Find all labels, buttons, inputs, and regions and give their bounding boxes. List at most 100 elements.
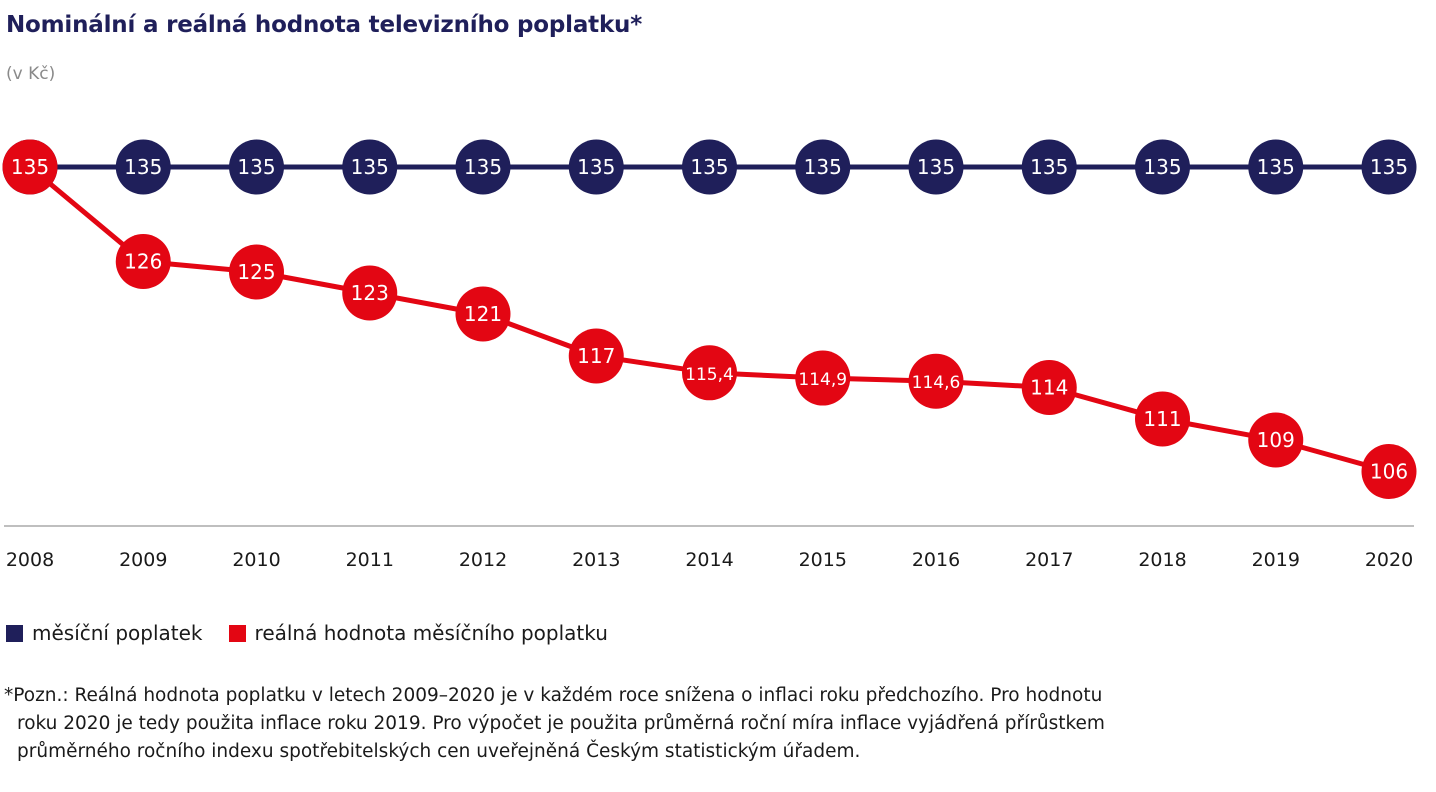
data-label: 135 bbox=[464, 155, 502, 179]
data-label: 114,9 bbox=[798, 370, 847, 390]
data-point-marker bbox=[795, 139, 851, 195]
legend-swatch-real bbox=[228, 624, 246, 642]
data-label: 135 bbox=[1370, 155, 1408, 179]
data-point-nominal-2014: 135 bbox=[682, 139, 737, 195]
legend-item-real: reálná hodnota měsíčního poplatku bbox=[228, 621, 608, 645]
x-tick-label-2018: 2018 bbox=[1138, 549, 1186, 571]
footnote: *Pozn.: Reálná hodnota poplatku v letech… bbox=[4, 682, 1428, 766]
data-point-marker bbox=[342, 265, 398, 321]
data-point-marker bbox=[455, 139, 511, 195]
data-point-nominal-2019: 135 bbox=[1248, 139, 1304, 195]
data-point-marker bbox=[455, 286, 511, 342]
data-point-marker bbox=[229, 139, 284, 195]
x-tick-label-2015: 2015 bbox=[799, 549, 847, 571]
data-point-nominal-2020: 135 bbox=[1361, 139, 1417, 195]
data-point-marker bbox=[908, 139, 964, 195]
data-point-nominal-2016: 135 bbox=[908, 139, 964, 195]
x-tick-label-2013: 2013 bbox=[572, 549, 620, 571]
footnote-line-1: *Pozn.: Reálná hodnota poplatku v letech… bbox=[4, 685, 1103, 706]
data-point-marker bbox=[1248, 139, 1304, 195]
data-label: 115,4 bbox=[685, 365, 734, 385]
line-chart: 135 135 135 135 135 135 135 135 135 135 135 135 135 1… bbox=[2, 139, 1417, 571]
legend-item-nominal: měsíční poplatek bbox=[6, 621, 203, 645]
data-point-nominal-2015: 135 bbox=[795, 139, 851, 195]
data-label: 135 bbox=[351, 155, 389, 179]
data-point-nominal-2012: 135 bbox=[455, 139, 511, 195]
x-tick-labels: 2008 2009 2010 2011 2012 2013 2014 2015 2016 2017… bbox=[6, 549, 1413, 571]
data-point-real-2010: 125 bbox=[229, 244, 284, 300]
data-point-real-2012: 121 bbox=[455, 286, 511, 342]
data-point-nominal-2011: 135 bbox=[342, 139, 398, 195]
data-point-real-2008: 135 bbox=[2, 139, 58, 195]
data-point-real-2011: 123 bbox=[342, 265, 398, 321]
data-label: 135 bbox=[1257, 155, 1295, 179]
footnote-line-3: průměrného ročního indexu spotřebitelský… bbox=[17, 741, 861, 762]
data-point-nominal-2013: 135 bbox=[568, 139, 624, 195]
data-point-nominal-2018: 135 bbox=[1135, 139, 1190, 195]
x-tick-label-2009: 2009 bbox=[119, 549, 167, 571]
legend-label-real: reálná hodnota měsíčního poplatku bbox=[254, 621, 608, 645]
x-tick-label-2020: 2020 bbox=[1365, 549, 1413, 571]
data-point-real-2013: 117 bbox=[568, 328, 624, 384]
data-point-nominal-2009: 135 bbox=[115, 139, 171, 195]
data-point-marker bbox=[115, 234, 171, 289]
legend-swatch-nominal bbox=[6, 624, 23, 642]
data-label: 135 bbox=[917, 155, 955, 179]
data-point-marker bbox=[1361, 139, 1417, 195]
data-label: 135 bbox=[124, 155, 162, 179]
data-point-marker bbox=[1248, 412, 1304, 468]
data-label: 106 bbox=[1370, 460, 1408, 484]
x-tick-label-2017: 2017 bbox=[1025, 549, 1073, 571]
data-point-marker bbox=[229, 244, 284, 300]
data-label: 117 bbox=[577, 344, 615, 368]
data-label: 114,6 bbox=[912, 373, 961, 393]
data-label: 123 bbox=[351, 281, 389, 305]
data-point-real-2014: 115,4 bbox=[682, 345, 737, 401]
data-point-marker bbox=[1135, 391, 1190, 447]
data-label: 135 bbox=[804, 155, 842, 179]
data-point-real-2018: 111 bbox=[1135, 391, 1190, 447]
chart-subtitle: (v Kč) bbox=[6, 64, 56, 84]
x-tick-label-2014: 2014 bbox=[685, 549, 733, 571]
x-tick-label-2019: 2019 bbox=[1252, 549, 1300, 571]
data-label: 135 bbox=[11, 155, 49, 179]
data-point-marker bbox=[1021, 360, 1077, 415]
legend-label-nominal: měsíční poplatek bbox=[32, 621, 203, 645]
data-label: 135 bbox=[577, 155, 615, 179]
x-tick-label-2011: 2011 bbox=[346, 549, 394, 571]
data-point-marker bbox=[1021, 139, 1077, 195]
data-label: 121 bbox=[464, 302, 502, 326]
data-label: 125 bbox=[237, 260, 275, 284]
data-point-real-2015: 114,9 bbox=[795, 350, 851, 406]
data-point-marker bbox=[2, 139, 58, 195]
data-label: 135 bbox=[1030, 155, 1068, 179]
x-tick-label-2016: 2016 bbox=[912, 549, 960, 571]
data-point-real-2020: 106 bbox=[1361, 444, 1417, 499]
data-point-real-2017: 114 bbox=[1021, 360, 1077, 415]
data-point-marker bbox=[342, 139, 398, 195]
legend: měsíční poplatek reálná hodnota měsíčníh… bbox=[6, 621, 634, 645]
data-point-marker bbox=[115, 139, 171, 195]
data-point-nominal-2010: 135 bbox=[229, 139, 284, 195]
data-point-marker bbox=[908, 353, 964, 409]
x-tick-label-2008: 2008 bbox=[6, 549, 54, 571]
data-point-marker bbox=[795, 350, 851, 406]
data-label: 114 bbox=[1030, 376, 1068, 400]
data-point-real-2019: 109 bbox=[1248, 412, 1304, 468]
data-point-marker bbox=[1361, 444, 1417, 499]
series-points: 135 135 135 135 135 135 135 135 135 135 135 135 135 1… bbox=[2, 139, 1417, 499]
data-point-marker bbox=[568, 139, 624, 195]
chart-title: Nominální a reálná hodnota televizního p… bbox=[6, 12, 643, 38]
x-tick-label-2010: 2010 bbox=[232, 549, 280, 571]
data-point-real-2009: 126 bbox=[115, 234, 171, 289]
data-point-marker bbox=[682, 139, 737, 195]
data-label: 135 bbox=[690, 155, 728, 179]
data-point-nominal-2017: 135 bbox=[1021, 139, 1077, 195]
footnote-line-2: roku 2020 je tedy použita inflace roku 2… bbox=[17, 713, 1105, 734]
data-label: 135 bbox=[1143, 155, 1181, 179]
data-label: 126 bbox=[124, 250, 162, 274]
data-point-real-2016: 114,6 bbox=[908, 353, 964, 409]
data-label: 111 bbox=[1143, 407, 1181, 431]
data-point-marker bbox=[1135, 139, 1190, 195]
data-point-marker bbox=[568, 328, 624, 384]
